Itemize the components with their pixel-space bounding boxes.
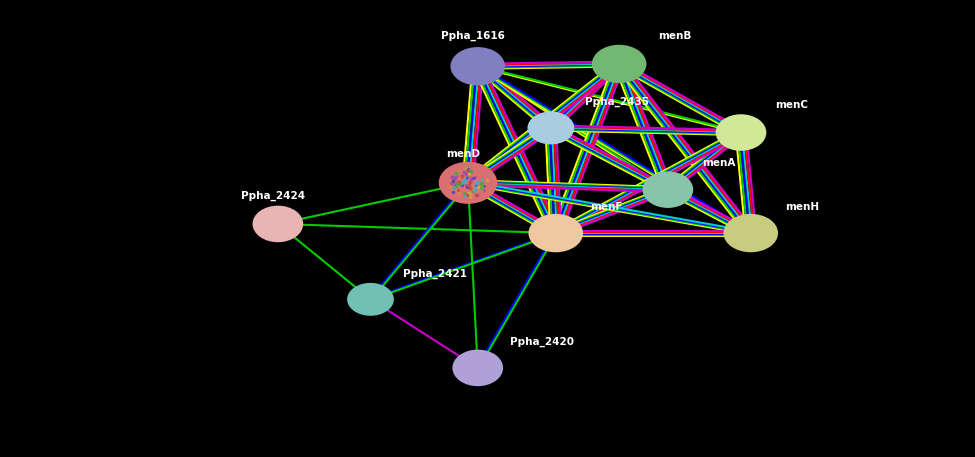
- Text: menD: menD: [447, 149, 480, 159]
- Text: menC: menC: [775, 100, 808, 110]
- Text: menB: menB: [658, 31, 691, 41]
- Text: menH: menH: [785, 202, 819, 212]
- Ellipse shape: [450, 47, 505, 85]
- Ellipse shape: [528, 214, 583, 252]
- Ellipse shape: [723, 214, 778, 252]
- Text: menF: menF: [590, 202, 622, 212]
- Text: Ppha_2420: Ppha_2420: [510, 337, 574, 347]
- Ellipse shape: [253, 206, 303, 242]
- Text: Ppha_2424: Ppha_2424: [241, 191, 305, 201]
- Ellipse shape: [527, 112, 574, 144]
- Ellipse shape: [716, 114, 766, 151]
- Ellipse shape: [452, 350, 503, 386]
- Text: Ppha_2435: Ppha_2435: [585, 97, 649, 107]
- Ellipse shape: [592, 45, 646, 83]
- Ellipse shape: [347, 283, 394, 316]
- Text: Ppha_1616: Ppha_1616: [441, 31, 505, 41]
- Text: Ppha_2421: Ppha_2421: [403, 269, 467, 279]
- Text: menA: menA: [702, 158, 735, 168]
- Ellipse shape: [439, 162, 497, 204]
- Ellipse shape: [643, 171, 693, 208]
